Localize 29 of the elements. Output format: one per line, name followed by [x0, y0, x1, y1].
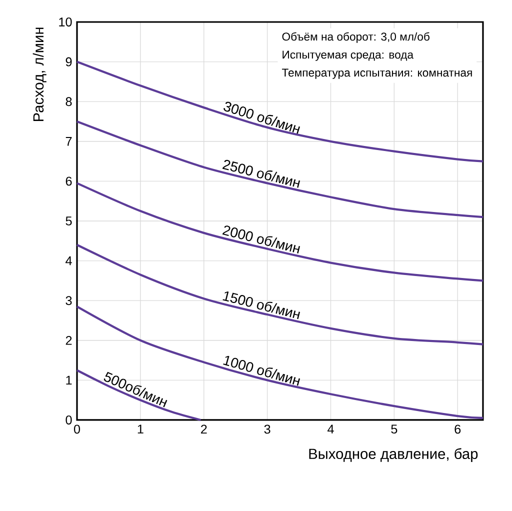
- text: 2000 об/мин: [222, 226, 300, 254]
- y-tick-label: 4: [66, 256, 72, 266]
- x-tick-label: 5: [391, 424, 398, 434]
- line-series: [76, 369, 202, 422]
- x-tick-label: 3: [264, 424, 270, 434]
- y-tick-label: 2: [66, 336, 72, 345]
- text: 3000 об/мин: [224, 102, 300, 134]
- x-tick-label: 6: [454, 424, 461, 434]
- x-tick-label: 4: [328, 424, 334, 434]
- y-tick-label: 10: [59, 18, 72, 26]
- y-tick-label: 1: [66, 376, 72, 385]
- y-tick-label: 6: [66, 176, 72, 186]
- annotation: Температура испытания: комнатная: [282, 68, 472, 79]
- y-tick-label: 9: [66, 57, 72, 66]
- x-axis-title: Выходное давление, бар: [309, 448, 478, 462]
- x-tick-label: 2: [200, 424, 207, 434]
- y-tick-label: 0: [66, 416, 72, 424]
- annotation: Испытуемая среда: вода: [282, 50, 414, 61]
- text: 1000 об/мин: [223, 356, 300, 386]
- text: 1500 об/мин: [222, 291, 300, 320]
- y-tick-label: 8: [66, 97, 72, 106]
- text: 2500 об/мин: [222, 160, 300, 188]
- x-tick-label: 1: [138, 424, 144, 434]
- y-tick-label: 3: [66, 296, 72, 306]
- annotation: Объём на оборот: 3,0 мл/об: [282, 32, 430, 43]
- y-tick-label: 7: [66, 137, 72, 146]
- y-axis-title: Расход, л/мин: [32, 28, 46, 121]
- y-tick-label: 5: [66, 216, 72, 226]
- x-tick-label: 0: [74, 424, 80, 434]
